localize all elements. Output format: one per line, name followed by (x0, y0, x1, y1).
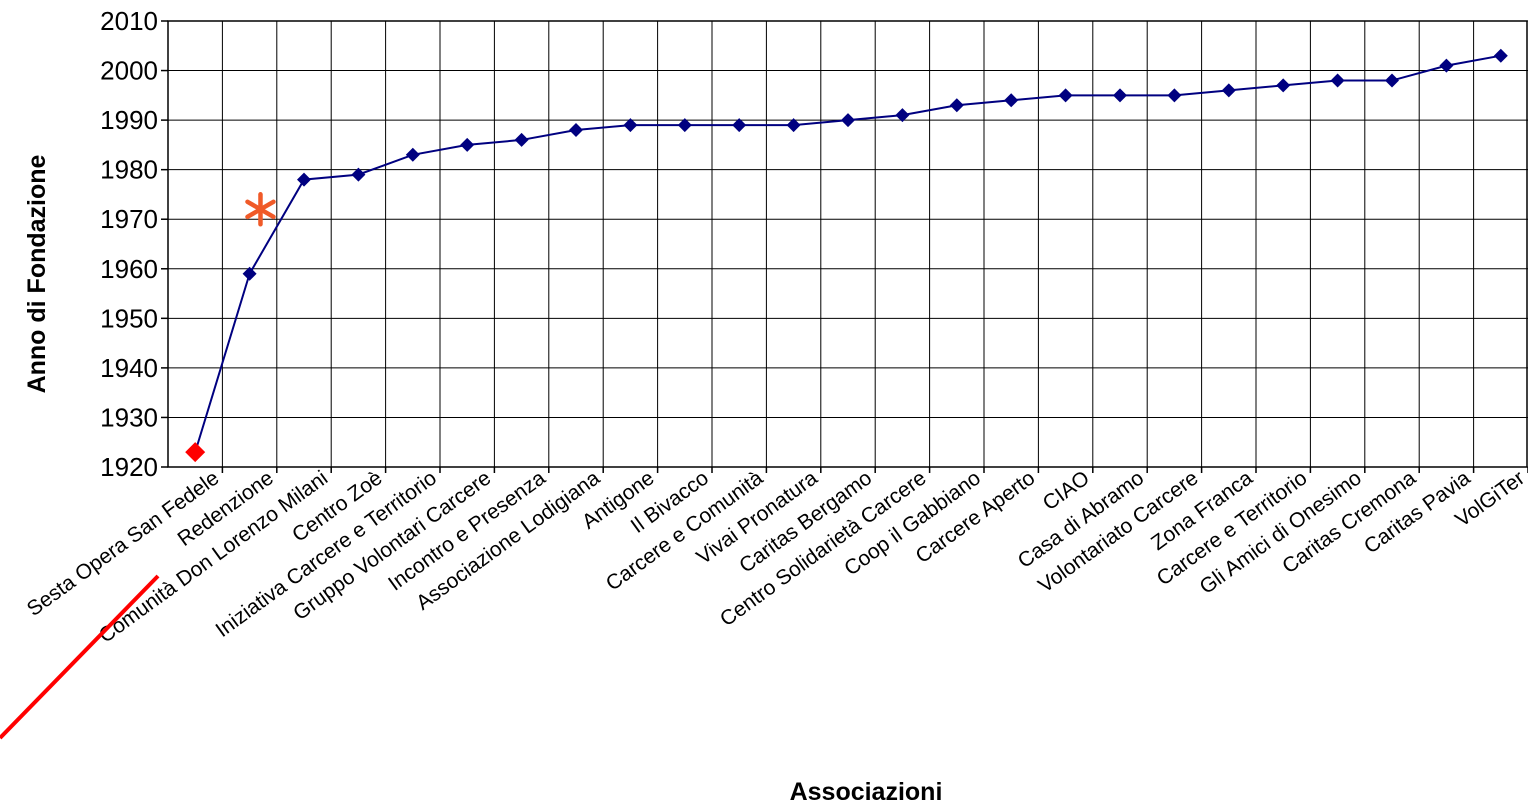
y-axis-title: Anno di Fondazione (23, 154, 51, 393)
data-point (514, 132, 529, 147)
data-point (405, 147, 420, 162)
data-point (297, 172, 311, 187)
data-point (1221, 83, 1236, 98)
annotations (0, 192, 276, 740)
data-point (460, 137, 475, 152)
grid-lines (168, 20, 1528, 468)
x-tick-label: Comunità Don Lorenzo Milani (95, 466, 332, 647)
data-point (569, 123, 583, 138)
y-tick-label: 2000 (100, 56, 158, 86)
y-tick-label: 1940 (100, 353, 158, 383)
data-series (185, 48, 1508, 463)
data-point (786, 118, 801, 133)
data-point (1113, 88, 1127, 103)
y-tick-label: 1970 (100, 204, 158, 234)
x-axis-title: Associazioni (790, 778, 943, 806)
data-point (623, 118, 638, 133)
data-point (677, 118, 692, 133)
y-tick-label: 1950 (100, 303, 158, 333)
y-tick-label: 2010 (100, 6, 158, 36)
data-point (1004, 93, 1019, 108)
data-point (949, 98, 964, 113)
underline-annotation (0, 574, 160, 740)
y-tick-label: 1920 (100, 452, 158, 482)
data-point (1385, 73, 1399, 88)
data-point (895, 108, 910, 123)
data-point (1058, 88, 1073, 103)
data-point (351, 167, 366, 182)
y-tick-label: 1960 (100, 254, 158, 284)
data-point (1167, 88, 1182, 103)
data-point (242, 266, 257, 281)
highlighted-data-point (185, 442, 206, 463)
data-point (841, 113, 855, 128)
y-tick-label: 1930 (100, 402, 158, 432)
y-axis-ticks: 1920 1930 1940 1950 1960 1970 1980 1990 2000 2010 (100, 6, 168, 482)
data-point (732, 118, 747, 133)
data-point (1439, 58, 1454, 73)
plot-area-frame (167, 20, 1528, 468)
y-tick-label: 1990 (100, 105, 158, 135)
x-axis-category-labels: Sesta Opera San FedeleRedenzioneComunità… (23, 466, 1528, 648)
data-point (1330, 73, 1345, 88)
data-point (1493, 48, 1508, 63)
y-tick-label: 1980 (100, 155, 158, 185)
data-point (1276, 78, 1291, 93)
asterisk-annotation (245, 192, 276, 227)
